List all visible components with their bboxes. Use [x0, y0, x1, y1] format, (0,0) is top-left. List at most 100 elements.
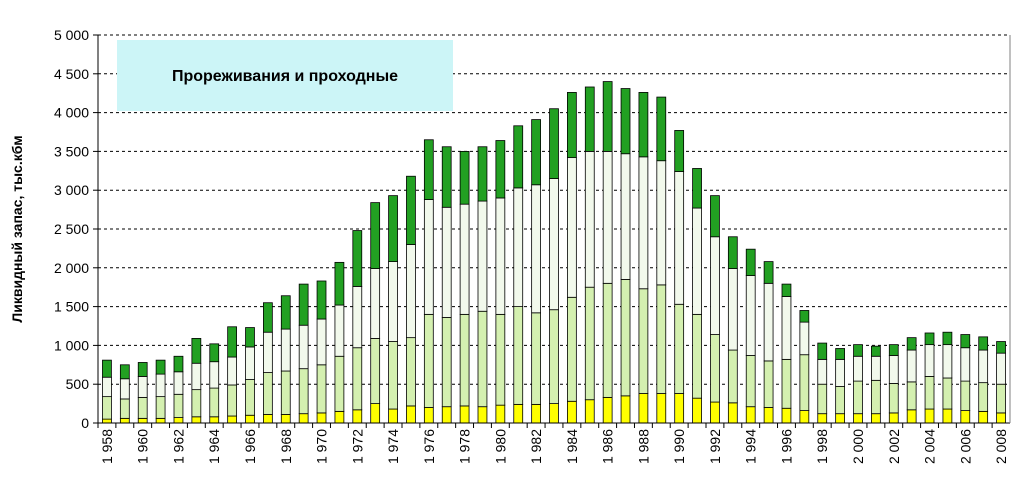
bar-segment-1973-s2 [370, 338, 381, 404]
bar-segment-1996-s2 [781, 358, 792, 409]
bar-segment-1986-s2 [602, 282, 613, 398]
bar-segment-1961-s4 [155, 359, 166, 375]
x-tick-label: 1 970 [314, 429, 330, 464]
y-tick-label: 2 000 [54, 260, 89, 276]
x-tick-label: 1 958 [99, 429, 115, 464]
bar-segment-1999-s1 [835, 413, 845, 424]
bar-segment-1994-s2 [745, 355, 756, 408]
bar-segment-1995-s1 [763, 407, 774, 424]
bar-segment-1981-s4 [513, 125, 524, 189]
bar-segment-1994-s1 [745, 406, 756, 424]
bar-segment-1983-s4 [549, 108, 559, 179]
bar-segment-1980-s3 [495, 197, 506, 315]
bar-segment-1962-s3 [173, 371, 184, 395]
bar-segment-1973-s3 [370, 268, 381, 339]
bar-segment-1975-s2 [406, 337, 416, 407]
bar-segment-1968-s2 [280, 370, 291, 415]
bar-segment-1990-s4 [674, 130, 685, 172]
bar-segment-1976-s1 [423, 407, 434, 424]
bar-segment-1960-s2 [137, 396, 148, 419]
bar-segment-2006-s3 [960, 347, 971, 382]
bar-segment-2000-s2 [853, 380, 863, 415]
bar-segment-1989-s1 [656, 393, 667, 424]
bar-segment-1974-s4 [388, 195, 398, 262]
x-tick-label: 2 008 [993, 429, 1009, 464]
bar-segment-1988-s2 [638, 288, 649, 394]
bar-segment-2007-s2 [978, 382, 989, 412]
bar-segment-1987-s3 [620, 153, 631, 280]
bar-segment-1975-s4 [406, 175, 416, 245]
y-tick-label: 2 500 [54, 221, 89, 237]
bar-segment-1984-s4 [567, 92, 577, 159]
bar-segment-1997-s2 [799, 354, 810, 411]
bar-segment-1968-s1 [280, 414, 291, 424]
bar-segment-2007-s3 [978, 349, 989, 384]
bar-segment-1983-s2 [549, 309, 559, 405]
bar-segment-1961-s2 [155, 396, 166, 419]
bar-segment-1971-s3 [334, 304, 345, 357]
bar-segment-2002-s1 [888, 412, 899, 424]
bar-segment-1978-s3 [459, 203, 470, 315]
bar-segment-1985-s3 [584, 150, 595, 288]
bar-segment-1991-s2 [692, 313, 702, 399]
bar-segment-2006-s4 [960, 334, 971, 349]
bar-segment-1982-s2 [531, 312, 541, 405]
x-tick-label: 1 964 [206, 429, 222, 464]
x-tick-label: 1 962 [170, 429, 186, 464]
bar-segment-1980-s2 [495, 313, 506, 406]
x-tick-label: 2 006 [957, 429, 973, 464]
bar-segment-1985-s4 [584, 86, 595, 152]
bar-segment-1985-s2 [584, 286, 595, 401]
title-box [117, 40, 453, 111]
bar-segment-1969-s2 [298, 368, 309, 415]
bar-segment-1995-s2 [763, 360, 774, 408]
bar-segment-1968-s4 [280, 295, 291, 330]
bar-segment-1996-s4 [781, 283, 792, 297]
bar-segment-2000-s1 [853, 413, 863, 424]
bar-segment-1960-s4 [137, 362, 148, 377]
bar-segment-2002-s4 [888, 344, 899, 356]
x-tick-label: 2 000 [850, 429, 866, 464]
bar-segment-2001-s4 [871, 345, 881, 357]
x-tick-label: 1 960 [135, 429, 151, 464]
bar-segment-1981-s1 [513, 403, 524, 424]
bar-segment-1989-s3 [656, 160, 667, 286]
bar-segment-1965-s2 [227, 384, 237, 417]
bar-segment-1998-s1 [817, 413, 828, 424]
bar-segment-2008-s1 [996, 412, 1006, 424]
bar-segment-2003-s2 [906, 381, 917, 411]
bar-segment-1962-s2 [173, 393, 184, 418]
bar-segment-1992-s1 [710, 401, 720, 424]
bar-segment-1964-s3 [209, 361, 220, 389]
y-tick-label: 1 500 [54, 299, 89, 315]
bar-segment-1980-s4 [495, 140, 506, 199]
bar-segment-2000-s4 [853, 344, 863, 357]
bar-segment-1988-s1 [638, 393, 649, 424]
x-tick-label: 1 984 [564, 429, 580, 464]
bar-segment-1977-s2 [441, 317, 452, 408]
bar-segment-1964-s4 [209, 343, 220, 363]
bar-segment-1999-s2 [835, 386, 845, 415]
bar-segment-1963-s4 [191, 338, 202, 364]
bar-segment-2007-s4 [978, 336, 989, 351]
bar-segment-1982-s3 [531, 184, 541, 314]
bar-segment-1992-s4 [710, 195, 720, 238]
y-tick-label: 3 000 [54, 182, 89, 198]
bar-segment-1972-s2 [352, 347, 363, 411]
bar-segment-1993-s3 [727, 268, 738, 351]
bar-segment-1986-s1 [602, 396, 613, 424]
bar-segment-1973-s4 [370, 202, 381, 269]
bar-segment-2002-s2 [888, 383, 899, 414]
bar-segment-2004-s4 [924, 332, 935, 346]
bar-segment-1999-s3 [835, 358, 845, 387]
bar-segment-2005-s2 [942, 377, 953, 410]
bar-segment-1995-s4 [763, 261, 774, 284]
x-tick-labels: 1 958 1 960 1 962 1 964 1 966 1 968 1 970 1 972… [97, 423, 1009, 464]
bar-segment-1967-s4 [263, 302, 273, 333]
x-tick-label: 1 982 [528, 429, 544, 464]
y-tick-label: 4 000 [54, 105, 89, 121]
bar-segment-1975-s3 [406, 244, 416, 339]
bar-segment-1976-s2 [423, 313, 434, 408]
bar-segment-1996-s3 [781, 296, 792, 360]
